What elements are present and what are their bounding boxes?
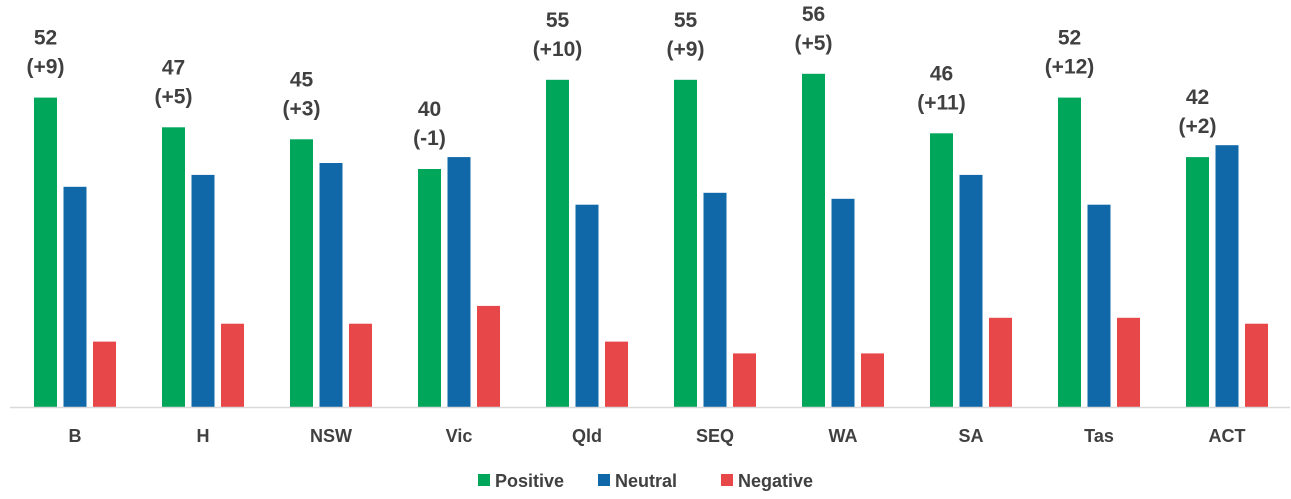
bar-neutral-h — [191, 174, 215, 407]
bar-positive-qld — [546, 79, 569, 408]
data-label-value-nsw: 45 — [290, 68, 314, 91]
legend-label-positive: Positive — [495, 471, 564, 491]
bar-neutral-nsw — [319, 163, 343, 407]
bar-negative-wa — [861, 353, 884, 407]
bar-neutral-sa — [959, 174, 983, 407]
bar-negative-nsw — [349, 323, 372, 407]
data-label-value-wa: 56 — [802, 3, 825, 26]
data-label-change-sa: (+11) — [917, 91, 965, 114]
bar-negative-act — [1245, 323, 1268, 407]
bar-positive-vic — [418, 169, 441, 407]
data-label-change-act: (+2) — [1179, 115, 1217, 138]
x-tick-label-vic: Vic — [446, 426, 473, 446]
x-tick-label-act: ACT — [1209, 426, 1246, 446]
data-label-change-b: (+9) — [27, 56, 65, 79]
bar-positive-h — [162, 127, 185, 408]
bar-positive-b — [34, 97, 57, 407]
bar-positive-tas — [1058, 97, 1081, 407]
legend-label-neutral: Neutral — [615, 471, 677, 491]
bar-negative-vic — [477, 305, 500, 408]
bar-negative-seq — [733, 353, 756, 407]
bar-neutral-b — [63, 186, 87, 407]
x-tick-label-qld: Qld — [572, 426, 602, 446]
x-tick-label-seq: SEQ — [696, 426, 734, 446]
data-label-value-qld: 55 — [546, 9, 570, 32]
bar-neutral-seq — [703, 192, 727, 407]
data-label-value-tas: 52 — [1058, 27, 1081, 50]
x-tick-label-h: H — [197, 426, 210, 446]
data-label-change-tas: (+12) — [1045, 56, 1095, 79]
x-tick-label-tas: Tas — [1084, 426, 1114, 446]
bar-negative-tas — [1117, 317, 1140, 408]
bar-negative-sa — [989, 317, 1012, 408]
data-label-change-qld: (+10) — [533, 38, 583, 61]
legend: Positive Neutral Negative — [478, 471, 813, 491]
x-tick-label-sa: SA — [958, 426, 983, 446]
data-label-change-seq: (+9) — [667, 38, 705, 61]
data-label-value-b: 52 — [34, 27, 57, 50]
legend-swatch-positive — [478, 474, 490, 486]
data-label-change-wa: (+5) — [795, 32, 833, 55]
data-label-value-h: 47 — [162, 56, 185, 79]
x-tick-label-nsw: NSW — [310, 426, 352, 446]
data-label-change-h: (+5) — [155, 85, 193, 108]
data-label-value-sa: 46 — [930, 62, 953, 85]
bar-negative-h — [221, 323, 244, 407]
data-labels-group: 52 (+9) 47 (+5) 45 (+3) 40 (-1) 55 (+10) 55 (+9) 56 (… — [27, 3, 1217, 150]
bar-negative-b — [93, 341, 116, 408]
bar-neutral-tas — [1087, 204, 1111, 407]
legend-swatch-neutral — [598, 474, 610, 486]
data-label-value-vic: 40 — [418, 98, 441, 121]
bar-positive-seq — [674, 79, 697, 408]
data-label-value-seq: 55 — [674, 9, 698, 32]
bar-positive-sa — [930, 133, 953, 408]
legend-label-negative: Negative — [738, 471, 813, 491]
bar-positive-nsw — [290, 139, 313, 408]
x-axis-tick-labels: B H NSW Vic Qld SEQ WA SA Tas ACT — [69, 426, 1246, 446]
data-label-change-vic: (-1) — [413, 127, 446, 150]
data-label-change-nsw: (+3) — [283, 97, 321, 120]
data-label-value-act: 42 — [1186, 86, 1209, 109]
bars-group — [34, 73, 1268, 408]
bar-neutral-vic — [447, 157, 471, 407]
x-tick-label-b: B — [69, 426, 82, 446]
bar-neutral-act — [1215, 145, 1239, 407]
bar-positive-wa — [802, 73, 825, 408]
legend-swatch-negative — [721, 474, 733, 486]
bar-negative-qld — [605, 341, 628, 408]
bar-positive-act — [1186, 157, 1209, 407]
bar-neutral-qld — [575, 204, 599, 407]
x-tick-label-wa: WA — [829, 426, 858, 446]
bar-neutral-wa — [831, 198, 855, 408]
